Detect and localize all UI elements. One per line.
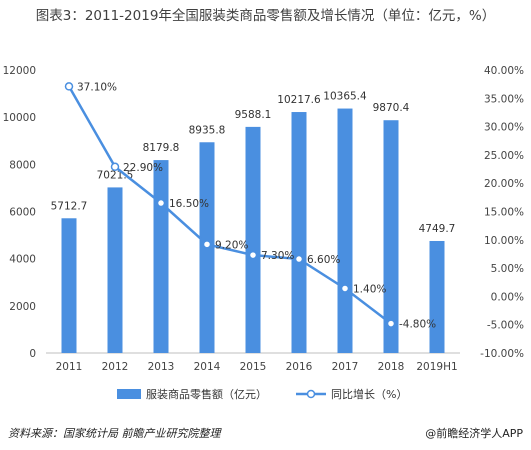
y-right-tick-label: 20.00% [484,178,524,190]
x-tick-label: 2014 [194,361,221,373]
bar-data-label: 9588.1 [235,109,272,121]
line-point [294,254,304,264]
bar [291,112,307,353]
y-left-tick-label: 4000 [9,254,36,266]
bar [245,126,261,353]
line-data-label: 22.90% [123,162,163,174]
bar-data-label: 9870.4 [373,102,410,114]
x-tick-label: 2018 [378,361,405,373]
line-point [202,240,212,249]
y-left-tick-label: 8000 [9,159,36,171]
bar [337,108,353,353]
y-left-tick-label: 0 [29,348,36,360]
y-right-tick-label: 0.00% [491,291,524,303]
line-data-label: 6.60% [307,254,340,266]
line-data-label: 9.20% [215,239,248,251]
bar [153,160,169,353]
x-tick-label: 2019H1 [416,361,457,373]
chart-title: 图表3：2011-2019年全国服装类商品零售额及增长情况（单位：亿元，%） [35,8,496,24]
y-left-tick-label: 10000 [3,112,36,124]
line-data-label: 7.30% [261,250,294,262]
y-right-tick-label: 35.00% [484,93,524,105]
bar [429,240,445,353]
y-right-tick-label: 25.00% [484,150,524,162]
y-right-tick-label: -5.00% [487,320,524,332]
y-left-tick-label: 6000 [9,207,36,219]
bar-data-label: 8179.8 [143,142,180,154]
x-tick-label: 2013 [148,361,175,373]
line-data-label: 16.50% [169,198,209,210]
x-tick-label: 2012 [102,361,129,373]
legend-label-line: 同比增长（%） [331,387,407,401]
brand-credit: @前瞻经济学人APP [425,427,523,440]
legend-marker-line [306,389,316,399]
line-series [67,85,392,325]
bar-data-label: 7021.5 [97,169,134,181]
legend-swatch-bar [117,389,141,399]
x-tick-label: 2016 [286,361,313,373]
line-data-label: 1.40% [353,283,386,295]
line-point [386,319,396,328]
line-point [110,162,120,172]
line-point [156,198,166,208]
y-right-tick-label: 15.00% [484,207,524,219]
y-left-tick-label: 2000 [9,301,36,313]
line-data-label: -4.80% [399,319,436,331]
legend-label-bar: 服装商品零售额（亿元） [146,387,267,401]
y-right-tick-label: 10.00% [484,235,524,247]
y-right-tick-label: -10.00% [480,348,524,360]
bar [107,187,123,353]
y-right-tick-label: 40.00% [484,65,524,77]
bar [61,218,77,353]
y-right-tick-label: 5.00% [491,263,524,275]
y-left-tick-label: 12000 [3,65,36,77]
bar-data-label: 10217.6 [277,94,321,106]
line-point [248,250,258,260]
bar-data-label: 4749.7 [419,223,456,235]
bar-data-label: 10365.4 [323,91,367,103]
x-tick-label: 2017 [332,361,359,373]
line-point [64,82,74,91]
bar [383,120,399,353]
line-data-label: 37.10% [77,81,117,93]
bar-data-label: 5712.7 [51,200,88,212]
x-tick-label: 2011 [56,361,83,373]
x-tick-label: 2015 [240,361,267,373]
bar-data-label: 8935.8 [189,124,226,136]
source-note: 资料来源：国家统计局 前瞻产业研究院整理 [8,427,221,440]
line-point [340,284,350,293]
y-right-tick-label: 30.00% [484,122,524,134]
